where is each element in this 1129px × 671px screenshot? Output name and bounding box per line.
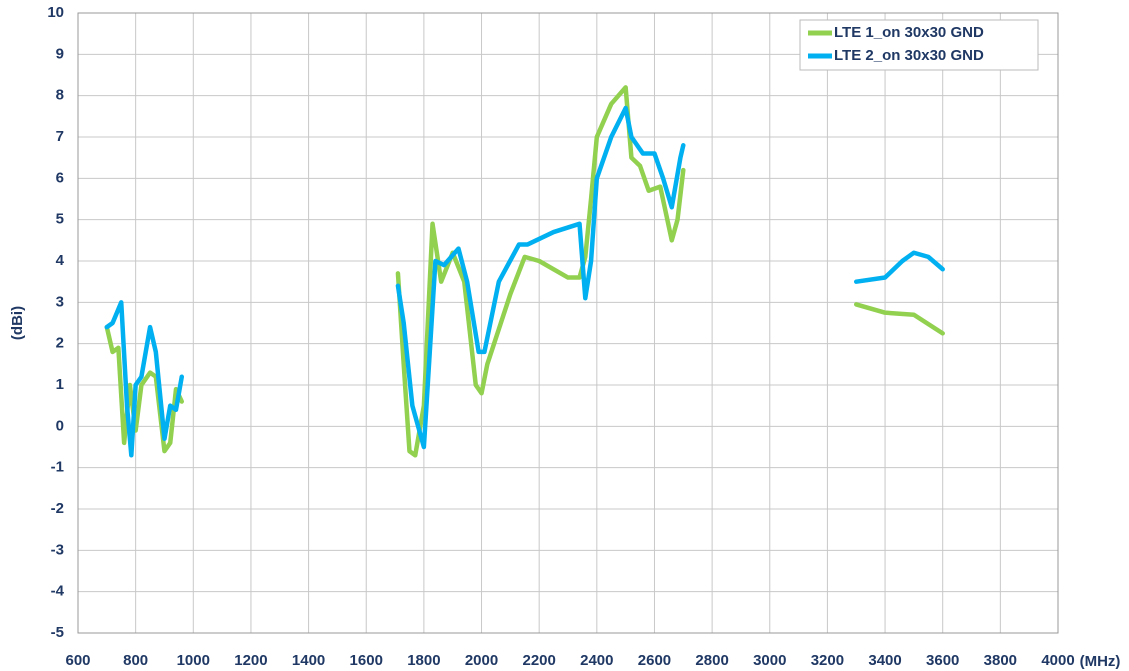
x-tick-label: 1000 — [177, 652, 210, 669]
x-tick-label: 3000 — [753, 652, 786, 669]
x-tick-label: 2600 — [638, 652, 671, 669]
x-tick-label: 600 — [65, 652, 90, 669]
y-tick-label: -3 — [51, 541, 64, 558]
y-tick-label: -4 — [51, 583, 65, 600]
x-tick-label: 3600 — [926, 652, 959, 669]
y-tick-label: 7 — [56, 128, 64, 145]
x-tick-label: 3400 — [868, 652, 901, 669]
y-tick-label: 8 — [56, 87, 64, 104]
x-tick-label: 4000 — [1041, 652, 1074, 669]
x-tick-label: 2800 — [695, 652, 728, 669]
y-tick-label: 6 — [56, 169, 64, 186]
y-tick-label: 3 — [56, 293, 64, 310]
series-line — [104, 85, 945, 458]
legend-label: LTE 1_on 30x30 GND — [834, 24, 984, 41]
x-tick-label: 1400 — [292, 652, 325, 669]
x-tick-label: 1800 — [407, 652, 440, 669]
x-axis-label: (MHz) — [1080, 653, 1121, 670]
y-axis-label: (dBi) — [9, 306, 26, 340]
y-tick-label: 2 — [56, 335, 64, 352]
y-tick-label: 5 — [56, 211, 64, 228]
x-tick-label: 3200 — [811, 652, 844, 669]
x-tick-label: 2000 — [465, 652, 498, 669]
legend-box — [799, 19, 1039, 71]
x-tick-label: 3800 — [984, 652, 1017, 669]
legend-label: LTE 2_on 30x30 GND — [834, 47, 984, 64]
series-line — [104, 105, 945, 458]
x-tick-label: 2400 — [580, 652, 613, 669]
y-tick-label: -2 — [51, 500, 64, 517]
y-tick-label: 0 — [56, 417, 64, 434]
x-tick-label: 1600 — [350, 652, 383, 669]
y-tick-label: 10 — [47, 4, 64, 21]
y-tick-label: 1 — [56, 376, 64, 393]
x-tick-label: 800 — [123, 652, 148, 669]
x-tick-label: 1200 — [234, 652, 267, 669]
y-tick-label: 4 — [56, 252, 65, 269]
y-tick-label: 9 — [56, 45, 64, 62]
x-tick-label: 2200 — [522, 652, 555, 669]
y-tick-label: -1 — [51, 459, 64, 476]
y-tick-label: -5 — [51, 624, 64, 641]
plot-border — [77, 12, 1059, 634]
